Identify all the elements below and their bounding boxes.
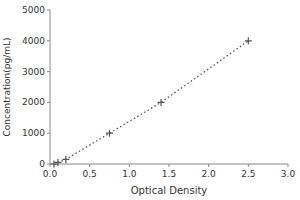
y-tick xyxy=(47,10,50,11)
x-tick-label: 0.5 xyxy=(83,169,97,179)
y-axis-label: Concentration(pg/mL) xyxy=(2,38,12,137)
x-tick xyxy=(169,164,170,167)
y-tick-label: 1000 xyxy=(22,128,45,138)
x-tick xyxy=(248,164,249,167)
data-point xyxy=(158,99,165,106)
y-tick-label: 2000 xyxy=(22,97,45,107)
y-tick xyxy=(47,164,50,165)
y-tick-label: 3000 xyxy=(22,67,45,77)
x-tick-label: 1.5 xyxy=(162,169,176,179)
y-tick-label: 5000 xyxy=(22,5,45,15)
chart: 0.0 0.5 1.0 1.5 2.0 2.5 3.0 0 1000 2000 3000 4000 50… xyxy=(0,0,300,200)
data-point xyxy=(50,161,57,168)
plot-area xyxy=(50,37,251,167)
data-point xyxy=(245,37,252,44)
data-point xyxy=(54,159,61,166)
x-tick-label: 1.0 xyxy=(122,169,137,179)
y-tick-label: 4000 xyxy=(22,36,45,46)
x-axis-label: Optical Density xyxy=(131,185,208,196)
y-tick-label: 0 xyxy=(39,159,45,169)
x-tick-label: 3.0 xyxy=(281,169,296,179)
y-tick xyxy=(47,40,50,41)
x-tick xyxy=(208,164,209,167)
data-line xyxy=(54,41,248,164)
y-tick xyxy=(47,102,50,103)
x-tick xyxy=(129,164,130,167)
chart-container: 0.0 0.5 1.0 1.5 2.0 2.5 3.0 0 1000 2000 3000 4000 50… xyxy=(0,0,300,200)
data-point xyxy=(62,156,69,163)
x-tick-label: 2.5 xyxy=(241,169,255,179)
y-tick xyxy=(47,71,50,72)
x-tick-label: 2.0 xyxy=(202,169,217,179)
x-tick xyxy=(288,164,289,167)
y-axis-line xyxy=(50,10,51,164)
x-tick-label: 0.0 xyxy=(43,169,58,179)
x-tick xyxy=(89,164,90,167)
y-tick xyxy=(47,133,50,134)
data-point xyxy=(106,130,113,137)
